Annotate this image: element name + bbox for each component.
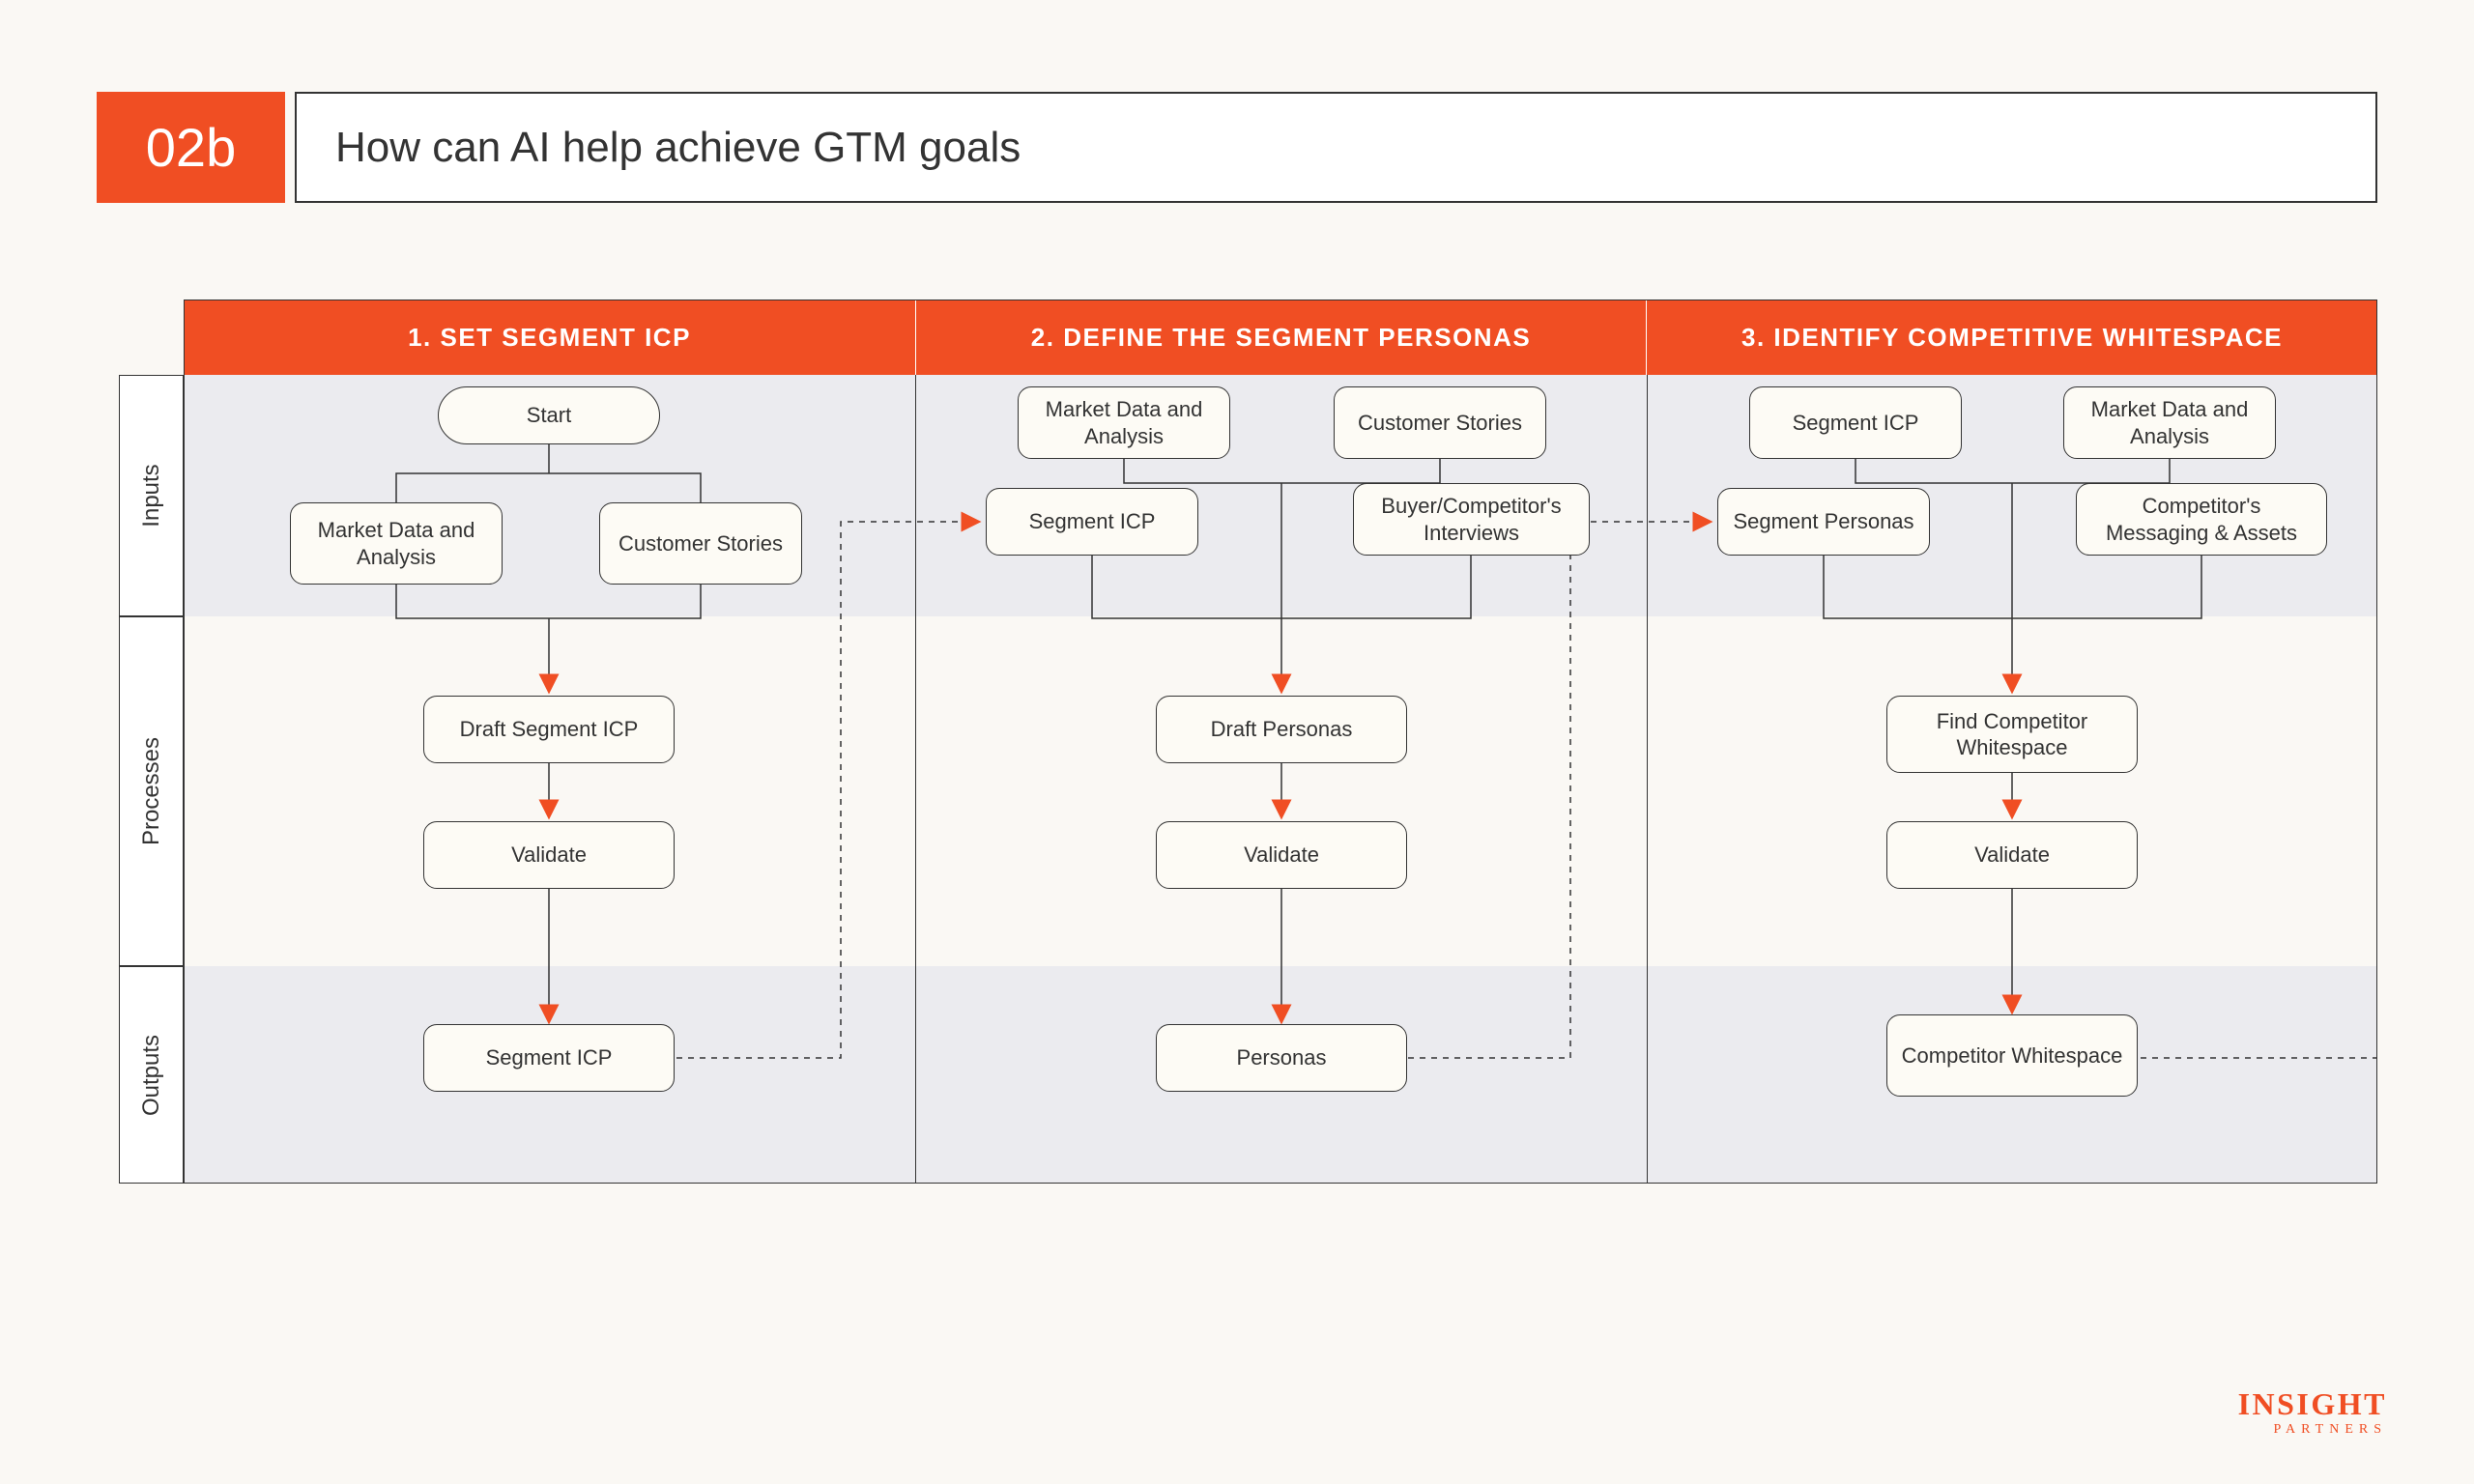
col-divider-2 [1647,375,1648,1184]
slide-number-text: 02b [146,116,236,179]
col-divider-1 [915,375,916,1184]
c3-proc-a: Find Competitor Whitespace [1886,696,2138,773]
c3-output: Competitor Whitespace [1886,1014,2138,1097]
logo: INSIGHT PARTNERS [2238,1386,2387,1438]
c1-input-b: Customer Stories [599,502,802,585]
slide-title-text: How can AI help achieve GTM goals [335,124,1021,172]
c3-input-c: Segment Personas [1717,488,1930,556]
col-header-2-text: 2. DEFINE THE SEGMENT PERSONAS [1031,323,1531,353]
slide-title: How can AI help achieve GTM goals [295,92,2377,203]
c3-input-d-text: Competitor's Messaging & Assets [2090,493,2313,546]
c3-output-text: Competitor Whitespace [1902,1042,2123,1070]
c2-input-d-text: Buyer/Competitor's Interviews [1367,493,1575,546]
c2-input-d: Buyer/Competitor's Interviews [1353,483,1590,556]
c3-proc-b-text: Validate [1974,842,2050,869]
c1-proc-a: Draft Segment ICP [423,696,675,763]
logo-line2: PARTNERS [2238,1422,2387,1438]
c2-proc-a: Draft Personas [1156,696,1407,763]
c2-proc-b-text: Validate [1244,842,1319,869]
col-header-3: 3. IDENTIFY COMPETITIVE WHITESPACE [1647,300,2377,375]
logo-line1: INSIGHT [2238,1386,2387,1422]
row-label-processes-box: Processes [119,616,184,966]
c2-input-b: Customer Stories [1334,386,1546,459]
row-label-inputs-box: Inputs [119,375,184,616]
c3-proc-b: Validate [1886,821,2138,889]
c3-proc-a-text: Find Competitor Whitespace [1901,708,2123,761]
c1-proc-a-text: Draft Segment ICP [460,716,639,743]
c1-proc-b-text: Validate [511,842,587,869]
c2-input-b-text: Customer Stories [1358,410,1522,437]
c1-input-a: Market Data and Analysis [290,502,503,585]
c3-input-a-text: Segment ICP [1793,410,1919,437]
c2-proc-a-text: Draft Personas [1211,716,1353,743]
c1-input-b-text: Customer Stories [618,530,783,557]
c1-start: Start [438,386,660,444]
col-header-1-text: 1. SET SEGMENT ICP [408,323,691,353]
c3-input-b-text: Market Data and Analysis [2078,396,2261,449]
c1-start-text: Start [527,402,571,429]
row-label-outputs: Outputs [138,1034,165,1115]
c1-output-text: Segment ICP [486,1044,613,1071]
c2-input-a: Market Data and Analysis [1018,386,1230,459]
row-label-outputs-box: Outputs [119,966,184,1184]
col-header-2: 2. DEFINE THE SEGMENT PERSONAS [915,300,1647,375]
c3-input-a: Segment ICP [1749,386,1962,459]
c3-input-c-text: Segment Personas [1733,508,1913,535]
c1-output: Segment ICP [423,1024,675,1092]
row-label-processes: Processes [138,737,165,845]
c2-proc-b: Validate [1156,821,1407,889]
c2-output: Personas [1156,1024,1407,1092]
c2-input-c-text: Segment ICP [1029,508,1156,535]
col-header-1: 1. SET SEGMENT ICP [184,300,915,375]
slide-number-badge: 02b [97,92,285,203]
col-header-3-text: 3. IDENTIFY COMPETITIVE WHITESPACE [1741,323,2283,353]
c1-input-a-text: Market Data and Analysis [304,517,488,570]
c3-input-d: Competitor's Messaging & Assets [2076,483,2327,556]
c2-input-a-text: Market Data and Analysis [1032,396,1216,449]
c3-input-b: Market Data and Analysis [2063,386,2276,459]
row-label-inputs: Inputs [138,464,165,527]
c1-proc-b: Validate [423,821,675,889]
c2-input-c: Segment ICP [986,488,1198,556]
c2-output-text: Personas [1237,1044,1327,1071]
